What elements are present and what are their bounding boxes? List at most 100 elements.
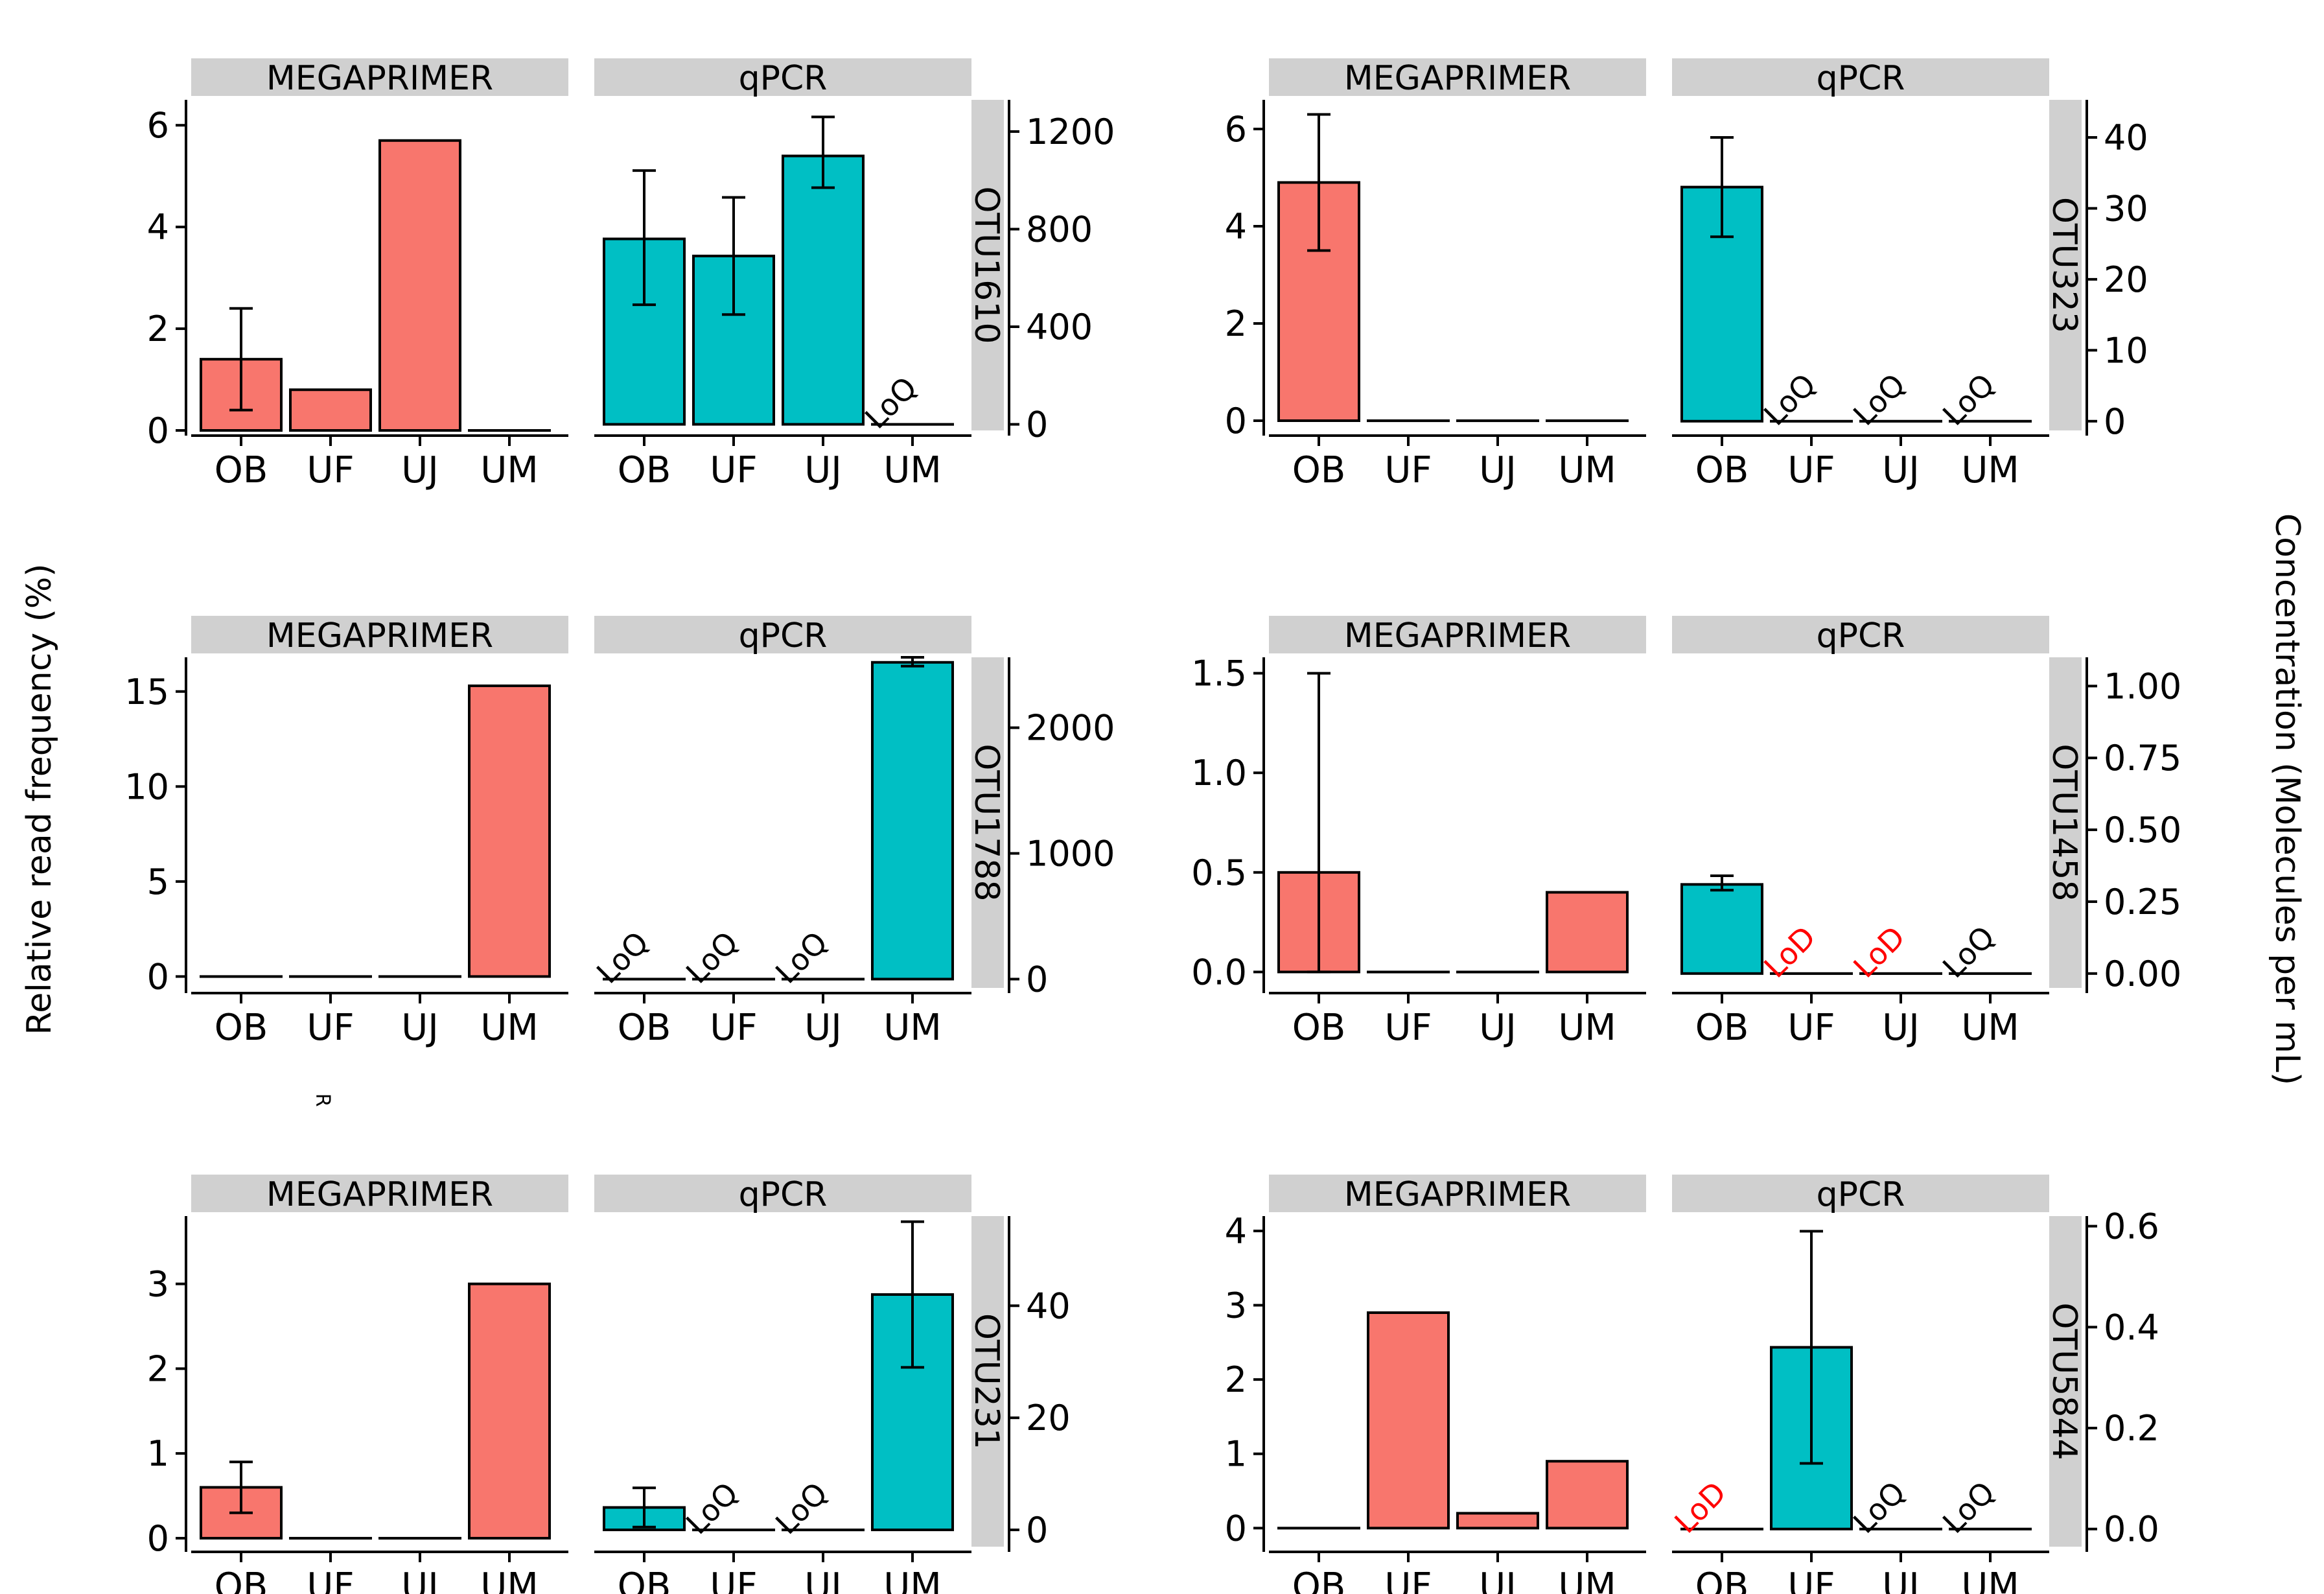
- otu-strip: [971, 1216, 1004, 1547]
- y-tick-label-right: 0.4: [2104, 1307, 2159, 1348]
- x-tick-label: UM: [480, 449, 538, 491]
- facet-strip: [1672, 58, 2049, 96]
- facet-strip-label: qPCR: [1817, 59, 1905, 98]
- facet-strip-label: qPCR: [1817, 1175, 1905, 1214]
- x-tick-label: OB: [618, 449, 671, 491]
- y-tick-label-left: 3: [1225, 1285, 1247, 1326]
- x-tick-label: UM: [1558, 1565, 1616, 1594]
- y-tick-label-left: 2: [147, 309, 169, 349]
- x-tick-label: UF: [1787, 449, 1835, 491]
- x-tick-label: UJ: [1479, 1007, 1516, 1049]
- x-tick-label: UJ: [804, 449, 842, 491]
- bar-qpcr-ob: [1680, 883, 1763, 975]
- facet-strip: [191, 58, 568, 96]
- x-tick-label: UM: [883, 449, 941, 491]
- x-tick-label: UM: [1961, 1007, 2019, 1049]
- otu-label: OTU5844: [2045, 1302, 2084, 1460]
- y-tick-label-right: 40: [1026, 1285, 1071, 1326]
- y-tick-label-right: 0: [2104, 401, 2126, 442]
- x-tick-label: UF: [710, 1007, 757, 1049]
- x-tick-label: UJ: [401, 1007, 439, 1049]
- x-tick-label: UF: [1384, 1565, 1432, 1594]
- otu-strip: [971, 657, 1004, 988]
- facet-strip-label: qPCR: [739, 1175, 828, 1214]
- y-tick-label-right: 0.0: [2104, 1509, 2159, 1550]
- x-tick-label: UJ: [1479, 1565, 1516, 1594]
- y-tick-label-left: 0: [1225, 1508, 1247, 1549]
- y-tick-label-right: 20: [2104, 259, 2148, 300]
- x-tick-label: OB: [215, 1565, 268, 1594]
- x-tick-label: UJ: [804, 1565, 842, 1594]
- facet-strip-label: MEGAPRIMER: [1344, 59, 1571, 98]
- y-tick-label-right: 400: [1026, 307, 1093, 347]
- annotation-loq: LoQ: [769, 924, 834, 990]
- y-tick-label-right: 0.25: [2104, 882, 2181, 922]
- x-tick-label: OB: [1695, 1007, 1749, 1049]
- x-tick-label: UM: [480, 1007, 538, 1049]
- otu-label: OTU1788: [967, 744, 1006, 901]
- y-tick-label-right: 0.00: [2104, 954, 2181, 994]
- y-tick-label-left: 0: [1225, 401, 1247, 441]
- annotation-loq: LoQ: [1846, 367, 1912, 432]
- bar-qpcr-uj: [782, 154, 865, 426]
- bar-megaprimer-um: [468, 1282, 551, 1540]
- chart-otu231: MEGAPRIMER OB UF UJ UM 0 1 2 3 qPCR OB LoQ UF LoQ UJ UM…: [147, 1175, 1071, 1594]
- x-tick-label: UJ: [1882, 1007, 1920, 1049]
- annotation-loq: LoQ: [1936, 367, 2001, 432]
- x-tick-label: OB: [1292, 1565, 1346, 1594]
- otu-strip: [971, 100, 1004, 430]
- x-tick-label: OB: [215, 449, 268, 491]
- facet-strip: [594, 616, 971, 653]
- annotation-loq: LoQ: [590, 924, 655, 990]
- bar-megaprimer-uj: [1456, 1512, 1539, 1530]
- x-tick-label: UM: [883, 1007, 941, 1049]
- x-tick-label: UJ: [804, 1007, 842, 1049]
- facet-strip-label: qPCR: [739, 616, 828, 655]
- bar-megaprimer-um: [1546, 891, 1629, 974]
- bar-megaprimer-uf: [289, 388, 372, 432]
- y-tick-label-left: 1: [1225, 1434, 1247, 1475]
- facet-strip-label: MEGAPRIMER: [1344, 616, 1571, 655]
- facet-strip: [191, 616, 568, 653]
- x-tick-label: UJ: [1479, 449, 1516, 491]
- x-tick-label: OB: [618, 1007, 671, 1049]
- y-axis-label-right: Concentration (Molecules per mL): [2268, 513, 2307, 1085]
- x-tick-label: UM: [1558, 449, 1616, 491]
- y-tick-label-left: 0: [147, 956, 169, 997]
- y-tick-label-left: 4: [147, 207, 169, 248]
- annotation-loq: LoQ: [679, 1475, 745, 1541]
- x-tick-label: UJ: [1882, 449, 1920, 491]
- x-tick-label: UJ: [401, 1565, 439, 1594]
- y-tick-label-left: 10: [124, 766, 169, 807]
- x-tick-label: UF: [1384, 449, 1432, 491]
- y-tick-label-left: 0: [147, 1518, 169, 1559]
- x-tick-label: UM: [1558, 1007, 1616, 1049]
- facet-strip: [1269, 1175, 1646, 1212]
- bar-megaprimer-um: [468, 684, 551, 978]
- annotation-loq: LoQ: [858, 370, 924, 436]
- facet-strip-label: qPCR: [1817, 616, 1905, 655]
- x-tick-label: UF: [1384, 1007, 1432, 1049]
- bar-megaprimer-um: [1546, 1460, 1629, 1530]
- y-tick-label-left: 6: [147, 105, 169, 146]
- x-tick-label: UM: [883, 1565, 941, 1594]
- facet-strip-label: MEGAPRIMER: [266, 59, 493, 98]
- x-tick-label: UM: [1961, 449, 2019, 491]
- y-tick-label-right: 0: [1026, 959, 1048, 1000]
- y-tick-label-right: 800: [1026, 209, 1093, 250]
- y-tick-label-left: 0: [147, 410, 169, 451]
- bar-qpcr-um: [871, 661, 954, 981]
- y-tick-label-left: 4: [1225, 206, 1247, 247]
- x-tick-label: UF: [710, 1565, 757, 1594]
- annotation-loq: LoQ: [769, 1475, 834, 1541]
- otu-strip: [2049, 657, 2082, 988]
- annotation-loq: LoQ: [1936, 1475, 2001, 1540]
- y-tick-label-left: 15: [124, 672, 169, 712]
- y-tick-label-left: 2: [1225, 1359, 1247, 1400]
- x-tick-label: OB: [1292, 1007, 1346, 1049]
- facet-strip: [594, 1175, 971, 1212]
- x-tick-label: OB: [618, 1565, 671, 1594]
